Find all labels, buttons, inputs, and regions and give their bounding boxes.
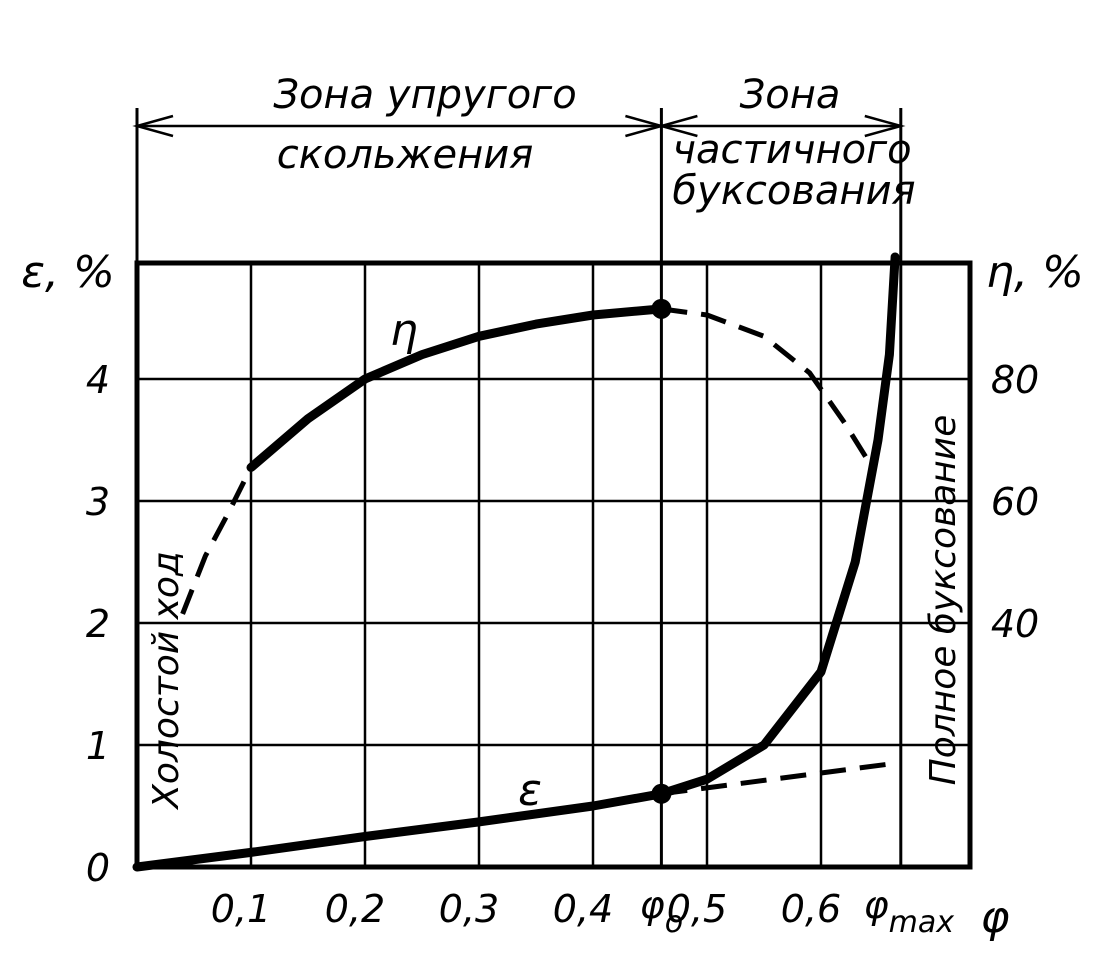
markers	[651, 298, 672, 804]
epsilon-curve-label: ε	[518, 765, 542, 816]
tick-labels: 0 1 2 3 4 40 60 80 0,1 0,2 0,3 0,4 0,5 0,6 φo φmax	[86, 358, 1039, 940]
x-tick-label: 0,2	[325, 887, 385, 931]
series-0-dashed-after	[661, 306, 869, 460]
phimax-tick-label: φmax	[864, 883, 955, 940]
zone-elastic-line2: скольжения	[277, 132, 534, 178]
zone-header: Зона упругого скольжения Зона частичного…	[132, 72, 916, 263]
axis-titles: ε, % η, % φ	[21, 247, 1084, 943]
x-tick-label: 0,1	[211, 887, 271, 931]
chart-grid	[137, 263, 970, 867]
zone-arrowhead-0	[132, 114, 174, 138]
phi0-tick-label: φo	[640, 883, 683, 940]
full-slip-label: Полное буксование	[923, 415, 964, 786]
right-tick-label: 80	[991, 358, 1039, 402]
side-labels: Холостой ход Полное буксование	[146, 415, 964, 811]
left-tick-label: 3	[86, 480, 110, 524]
right-tick-label: 40	[991, 602, 1039, 646]
series-1-dashed	[661, 760, 896, 797]
chart-frame	[134, 260, 973, 870]
x-tick-label: 0,6	[781, 887, 841, 931]
right-tick-label: 60	[991, 480, 1039, 524]
left-tick-label: 1	[86, 724, 110, 768]
x-tick-label: 0,5	[667, 887, 727, 931]
zone-partial-line1: Зона	[740, 72, 841, 118]
zone-partial-line3: буксования	[672, 168, 915, 214]
zone-arrowhead-3	[864, 114, 906, 138]
left-tick-label: 0	[86, 846, 110, 890]
left-tick-label: 4	[86, 358, 110, 402]
series-0-solid	[246, 304, 666, 472]
x-axis-title: φ	[980, 892, 1009, 943]
eta-curve-label: η	[390, 305, 418, 356]
left-axis-title: ε, %	[21, 247, 115, 298]
idle-label: Холостой ход	[146, 551, 187, 811]
zone-arrowhead-2	[656, 114, 698, 138]
series-1-solid	[132, 252, 900, 872]
x-tick-label: 0,4	[553, 887, 613, 931]
right-axis-title: η, %	[986, 247, 1084, 298]
zone-elastic-line1: Зона упругого	[273, 72, 576, 118]
series-0-dashed	[180, 466, 254, 615]
left-tick-label: 2	[86, 602, 110, 646]
x-tick-label: 0,3	[439, 887, 499, 931]
curve-names: η ε	[390, 305, 542, 816]
plot-frame	[134, 260, 973, 870]
marker-0	[651, 298, 672, 319]
curves	[132, 252, 900, 872]
marker-1	[651, 783, 672, 804]
